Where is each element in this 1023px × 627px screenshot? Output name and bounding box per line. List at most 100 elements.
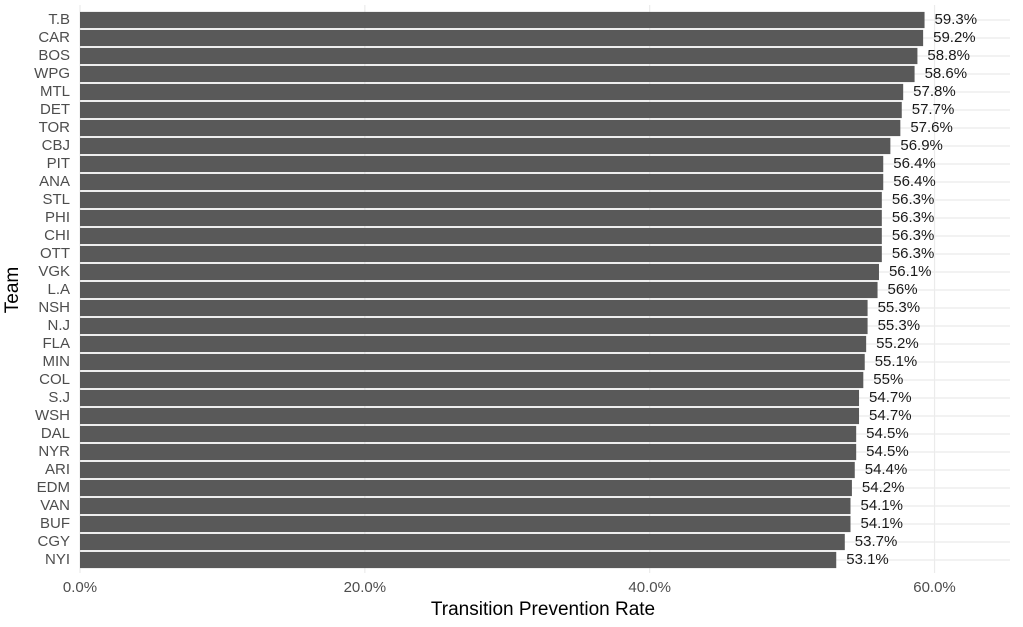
value-label: 54.1% bbox=[860, 497, 903, 514]
bar bbox=[80, 281, 878, 299]
y-tick-label: T.B bbox=[48, 11, 70, 28]
value-label: 56.4% bbox=[893, 173, 936, 190]
value-label: 56.3% bbox=[892, 209, 935, 226]
value-label: 57.6% bbox=[910, 119, 953, 136]
value-label: 59.3% bbox=[935, 11, 978, 28]
value-label: 54.1% bbox=[860, 515, 903, 532]
y-tick-label: BOS bbox=[38, 47, 70, 64]
value-label: 58.8% bbox=[927, 47, 970, 64]
bar bbox=[80, 29, 924, 47]
value-label: 56.9% bbox=[900, 137, 943, 154]
bar bbox=[80, 83, 904, 101]
y-tick-label: ARI bbox=[45, 461, 70, 478]
bar bbox=[80, 299, 868, 317]
y-tick-label: CGY bbox=[37, 533, 70, 550]
bar bbox=[80, 479, 852, 497]
x-tick-label: 20.0% bbox=[344, 579, 387, 596]
y-tick-label: FLA bbox=[42, 335, 70, 352]
x-axis-title: Transition Prevention Rate bbox=[431, 599, 655, 620]
value-label: 57.7% bbox=[912, 101, 955, 118]
bar bbox=[80, 119, 901, 137]
bar bbox=[80, 191, 882, 209]
value-label: 54.2% bbox=[862, 479, 905, 496]
x-tick-label: 60.0% bbox=[913, 579, 956, 596]
value-label: 54.5% bbox=[866, 443, 909, 460]
value-label: 56.3% bbox=[892, 245, 935, 262]
y-tick-label: OTT bbox=[40, 245, 70, 262]
y-axis-title: Team bbox=[2, 267, 23, 313]
y-tick-label: CAR bbox=[38, 29, 70, 46]
value-label: 56.1% bbox=[889, 263, 932, 280]
bar bbox=[80, 101, 902, 119]
bar bbox=[80, 533, 845, 551]
bar bbox=[80, 227, 882, 245]
bar bbox=[80, 515, 851, 533]
value-label: 54.5% bbox=[866, 425, 909, 442]
bar bbox=[80, 335, 867, 353]
value-label: 55.2% bbox=[876, 335, 919, 352]
y-tick-label: MTL bbox=[40, 83, 70, 100]
y-tick-label: MIN bbox=[43, 353, 71, 370]
bar bbox=[80, 263, 879, 281]
value-label: 56% bbox=[888, 281, 918, 298]
bar bbox=[80, 137, 891, 155]
bar bbox=[80, 443, 857, 461]
y-tick-label: S.J bbox=[48, 389, 70, 406]
y-tick-label: NYR bbox=[38, 443, 70, 460]
value-label: 55.1% bbox=[875, 353, 918, 370]
value-label: 54.4% bbox=[865, 461, 908, 478]
y-tick-label: VGK bbox=[38, 263, 70, 280]
bar bbox=[80, 497, 851, 515]
y-tick-label: CHI bbox=[44, 227, 70, 244]
y-tick-label: PIT bbox=[47, 155, 70, 172]
x-tick-label: 40.0% bbox=[628, 579, 671, 596]
bar bbox=[80, 317, 868, 335]
value-label: 56.3% bbox=[892, 191, 935, 208]
bar bbox=[80, 209, 882, 227]
value-label: 55% bbox=[873, 371, 903, 388]
value-label: 54.7% bbox=[869, 407, 912, 424]
bar bbox=[80, 425, 857, 443]
y-tick-label: PHI bbox=[45, 209, 70, 226]
y-tick-label: COL bbox=[39, 371, 70, 388]
y-tick-label: CBJ bbox=[42, 137, 70, 154]
y-tick-label: ANA bbox=[39, 173, 70, 190]
y-tick-label: DAL bbox=[41, 425, 70, 442]
value-label: 53.1% bbox=[846, 551, 889, 568]
value-label: 55.3% bbox=[878, 317, 921, 334]
bar bbox=[80, 173, 884, 191]
y-tick-label: L.A bbox=[47, 281, 70, 298]
value-label: 56.3% bbox=[892, 227, 935, 244]
y-tick-label: TOR bbox=[39, 119, 71, 136]
value-label: 57.8% bbox=[913, 83, 956, 100]
bar bbox=[80, 353, 865, 371]
bar bbox=[80, 245, 882, 263]
y-tick-label: NSH bbox=[38, 299, 70, 316]
value-label: 54.7% bbox=[869, 389, 912, 406]
y-tick-label: STL bbox=[42, 191, 70, 208]
y-tick-label: NYI bbox=[45, 551, 70, 568]
y-tick-label: N.J bbox=[48, 317, 71, 334]
bar bbox=[80, 461, 855, 479]
value-label: 53.7% bbox=[855, 533, 898, 550]
y-tick-label: WSH bbox=[35, 407, 70, 424]
bar bbox=[80, 155, 884, 173]
value-label: 58.6% bbox=[925, 65, 968, 82]
y-tick-label: DET bbox=[40, 101, 70, 118]
y-tick-label: BUF bbox=[40, 515, 70, 532]
y-tick-label: EDM bbox=[37, 479, 70, 496]
y-tick-label: WPG bbox=[34, 65, 70, 82]
value-label: 59.2% bbox=[933, 29, 976, 46]
bar bbox=[80, 371, 864, 389]
bar bbox=[80, 11, 925, 29]
value-label: 55.3% bbox=[878, 299, 921, 316]
x-tick-label: 0.0% bbox=[63, 579, 97, 596]
value-label: 56.4% bbox=[893, 155, 936, 172]
y-tick-label: VAN bbox=[40, 497, 70, 514]
bar bbox=[80, 47, 918, 65]
bar bbox=[80, 551, 837, 569]
bar bbox=[80, 389, 860, 407]
bar bbox=[80, 407, 860, 425]
bar bbox=[80, 65, 915, 83]
